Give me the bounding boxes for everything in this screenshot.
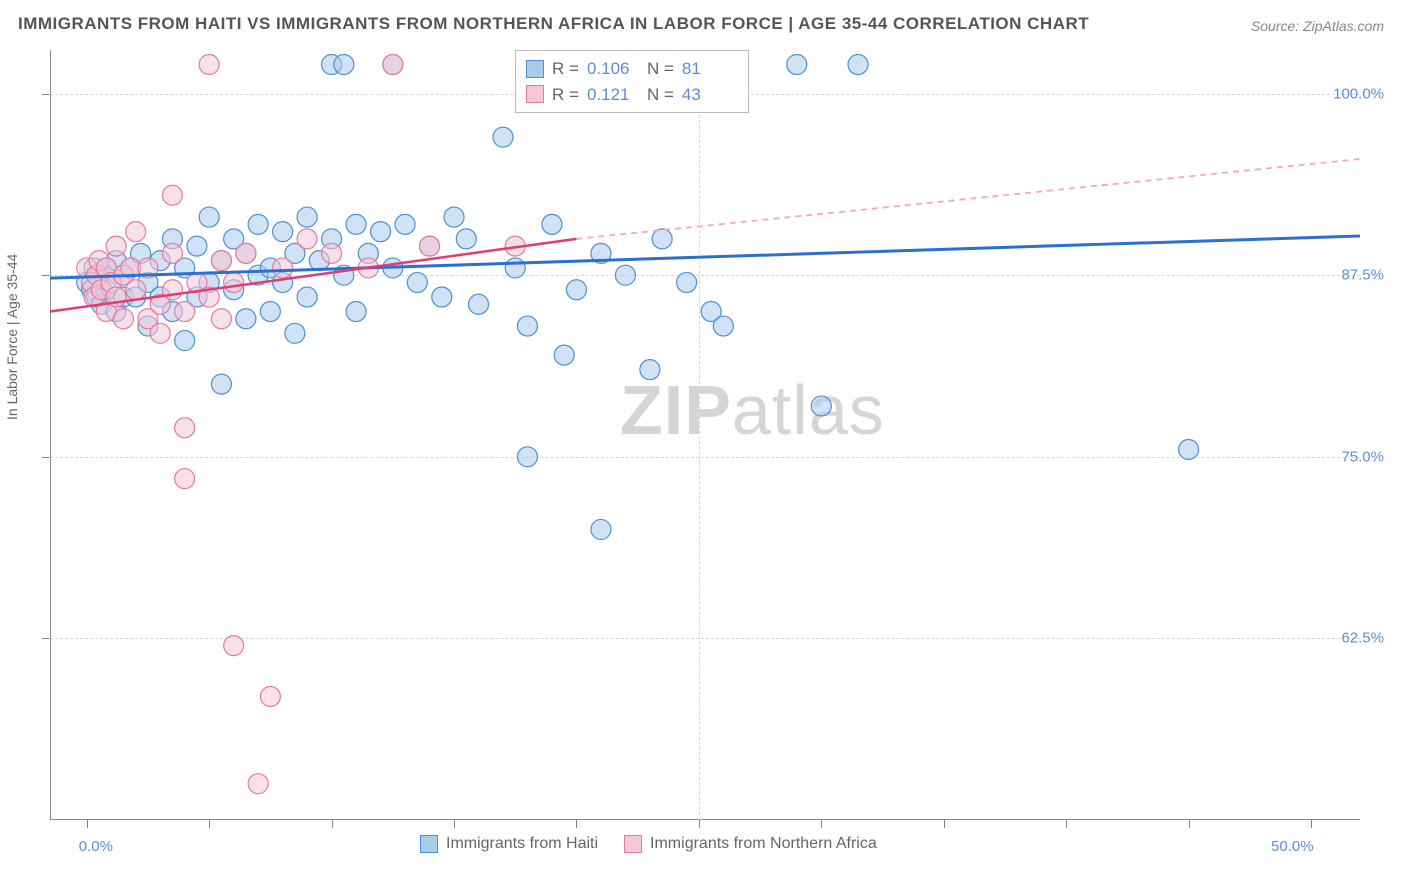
scatter-point-nafrica [126, 280, 146, 300]
scatter-point-haiti [554, 345, 574, 365]
y-axis-label: In Labor Force | Age 35-44 [4, 254, 20, 420]
scatter-point-nafrica [162, 243, 182, 263]
scatter-point-haiti [346, 214, 366, 234]
scatter-point-haiti [542, 214, 562, 234]
scatter-point-nafrica [248, 774, 268, 794]
scatter-point-haiti [444, 207, 464, 227]
trend-line-nafrica-dash [576, 159, 1360, 239]
scatter-point-nafrica [126, 222, 146, 242]
scatter-point-haiti [199, 207, 219, 227]
scatter-point-nafrica [211, 309, 231, 329]
swatch-haiti-legend [420, 835, 438, 853]
scatter-point-haiti [248, 214, 268, 234]
scatter-point-haiti [346, 302, 366, 322]
scatter-point-nafrica [224, 272, 244, 292]
scatter-point-haiti [811, 396, 831, 416]
scatter-point-haiti [713, 316, 733, 336]
scatter-point-haiti [469, 294, 489, 314]
swatch-nafrica-legend [624, 835, 642, 853]
scatter-point-haiti [236, 309, 256, 329]
scatter-point-haiti [615, 265, 635, 285]
scatter-point-haiti [517, 316, 537, 336]
bottom-legend: Immigrants from Haiti Immigrants from No… [420, 835, 877, 853]
scatter-point-haiti [652, 229, 672, 249]
scatter-point-haiti [211, 374, 231, 394]
scatter-point-haiti [175, 331, 195, 351]
scatter-point-nafrica [175, 469, 195, 489]
legend-item-haiti: Immigrants from Haiti [420, 835, 598, 853]
scatter-point-nafrica [260, 687, 280, 707]
scatter-point-haiti [517, 447, 537, 467]
correlation-stats-box: R = 0.106 N = 81 R = 0.121 N = 43 [515, 50, 749, 113]
scatter-point-haiti [640, 360, 660, 380]
scatter-point-nafrica [236, 243, 256, 263]
scatter-point-haiti [285, 323, 305, 343]
scatter-point-haiti [493, 127, 513, 147]
legend-item-nafrica: Immigrants from Northern Africa [624, 835, 877, 853]
scatter-point-haiti [432, 287, 452, 307]
scatter-point-haiti [260, 302, 280, 322]
scatter-point-haiti [456, 229, 476, 249]
scatter-point-nafrica [175, 418, 195, 438]
scatter-point-haiti [591, 519, 611, 539]
stats-row-haiti: R = 0.106 N = 81 [526, 56, 734, 82]
scatter-point-haiti [187, 236, 207, 256]
scatter-point-haiti [1179, 440, 1199, 460]
scatter-point-haiti [505, 258, 525, 278]
swatch-nafrica [526, 85, 544, 103]
source-attribution: Source: ZipAtlas.com [1251, 18, 1384, 34]
scatter-point-nafrica [273, 258, 293, 278]
scatter-point-nafrica [113, 309, 133, 329]
scatter-point-nafrica [106, 236, 126, 256]
scatter-point-haiti [848, 55, 868, 75]
scatter-point-haiti [395, 214, 415, 234]
swatch-haiti [526, 60, 544, 78]
scatter-point-haiti [787, 55, 807, 75]
scatter-point-haiti [273, 222, 293, 242]
scatter-point-nafrica [297, 229, 317, 249]
scatter-point-haiti [297, 287, 317, 307]
scatter-point-haiti [677, 272, 697, 292]
scatter-point-nafrica [162, 185, 182, 205]
scatter-point-nafrica [420, 236, 440, 256]
scatter-point-nafrica [224, 636, 244, 656]
scatter-point-nafrica [175, 302, 195, 322]
chart-title: IMMIGRANTS FROM HAITI VS IMMIGRANTS FROM… [18, 14, 1089, 34]
scatter-point-nafrica [211, 251, 231, 271]
scatter-point-haiti [566, 280, 586, 300]
scatter-point-haiti [371, 222, 391, 242]
scatter-point-nafrica [199, 55, 219, 75]
x-tick-label: 0.0% [79, 838, 113, 855]
scatter-point-nafrica [322, 243, 342, 263]
stats-row-nafrica: R = 0.121 N = 43 [526, 82, 734, 108]
x-tick-label: 50.0% [1271, 838, 1314, 855]
scatter-point-nafrica [383, 55, 403, 75]
scatter-point-haiti [334, 55, 354, 75]
scatter-point-haiti [297, 207, 317, 227]
scatter-point-nafrica [150, 323, 170, 343]
scatter-point-haiti [407, 272, 427, 292]
chart-svg [50, 50, 1360, 820]
